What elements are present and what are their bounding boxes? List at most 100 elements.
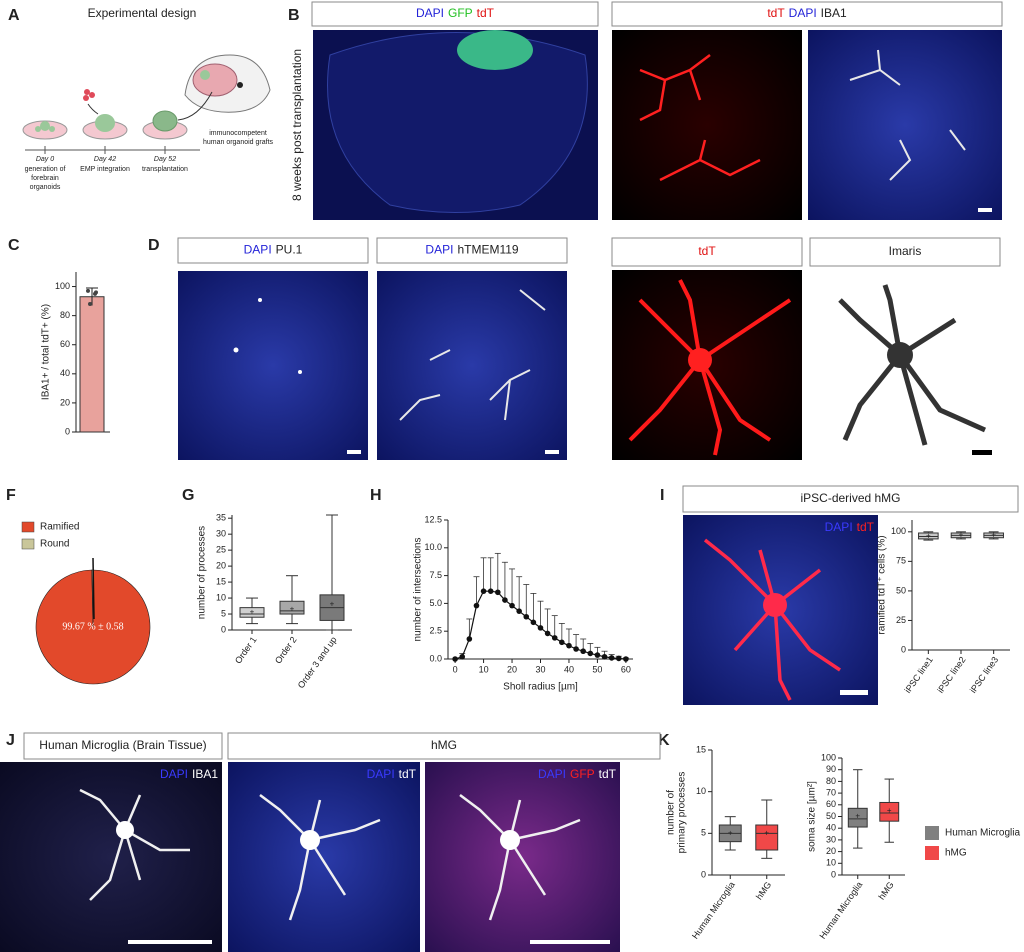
mean-marker: + <box>290 604 295 613</box>
y-tick-label: 7.5 <box>429 570 442 580</box>
header: DAPI IBA1 <box>160 767 218 781</box>
y-tick-label: 80 <box>826 776 836 786</box>
legend-label: Ramified <box>40 522 79 533</box>
y-tick-label: 100 <box>891 526 906 536</box>
panel-label: G <box>182 487 194 504</box>
step-text: EMP integration <box>80 166 130 173</box>
x-tick-label: Human Microglia <box>817 880 864 941</box>
header-box <box>809 237 1001 267</box>
data-point <box>537 625 544 631</box>
data-point <box>587 650 594 657</box>
y-tick-label: 100 <box>55 281 70 291</box>
y-tick-label: 50 <box>826 811 836 821</box>
box <box>847 807 868 828</box>
header-part: Imaris <box>889 244 922 258</box>
x-tick-label: 0 <box>453 664 458 674</box>
x-tick-label: iPSC line1 <box>903 655 935 695</box>
header-part: Human Microglia (Brain Tissue) <box>39 738 206 752</box>
x-tick-label: 50 <box>592 664 602 674</box>
bar <box>79 296 105 433</box>
data-point <box>459 653 466 660</box>
y-tick-label: 2.5 <box>429 626 442 636</box>
data-point <box>473 602 480 609</box>
mean-marker: + <box>959 530 964 539</box>
y-axis-label: primary processes <box>677 772 688 854</box>
panel-label: F <box>6 487 16 504</box>
header-part: DAPI <box>789 6 817 20</box>
header: DAPI hTMEM119 <box>425 243 518 257</box>
y-tick-label: 80 <box>60 310 70 320</box>
legend-swatch <box>925 826 939 840</box>
header-part: DAPI <box>160 767 188 781</box>
panel-label: I <box>660 487 664 504</box>
x-tick-label: hMG <box>876 880 895 902</box>
header-part: tdT <box>599 767 617 781</box>
step-day: Day 52 <box>154 156 176 163</box>
x-tick-label: hMG <box>754 880 773 902</box>
y-tick-label: 100 <box>821 752 836 762</box>
data-point <box>594 652 601 658</box>
header-box <box>611 1 1003 27</box>
data-point <box>566 642 572 649</box>
y-axis-label: number of <box>666 790 677 835</box>
box <box>239 607 265 618</box>
header: tdT <box>698 244 716 258</box>
step-text: transplantation <box>142 166 188 173</box>
x-tick-label: Order 2 <box>273 635 299 666</box>
header-part: GFP <box>570 767 595 781</box>
header-part: PU.1 <box>276 243 303 257</box>
y-tick-label: 90 <box>826 764 836 774</box>
data-point <box>601 653 608 660</box>
y-tick-label: 5 <box>221 608 226 618</box>
y-axis-label: soma size [µm²] <box>807 781 818 852</box>
data-point <box>502 597 508 603</box>
header-box <box>682 485 1019 513</box>
mean-marker: + <box>887 806 892 815</box>
panel-label: D <box>148 237 160 254</box>
step-text: forebrain <box>31 175 59 182</box>
header-part: DAPI <box>244 243 272 257</box>
legend-swatch <box>21 521 35 533</box>
y-tick-label: 10 <box>826 858 836 868</box>
y-tick-label: 40 <box>826 823 836 833</box>
data-point <box>94 290 98 295</box>
header-box <box>611 237 803 267</box>
x-tick-label: 30 <box>535 664 545 674</box>
y-tick-label: 60 <box>826 799 836 809</box>
y-tick-label: 20 <box>826 846 836 856</box>
legend-label: hMG <box>945 848 967 859</box>
header-part: tdT <box>857 520 875 534</box>
y-tick-label: 70 <box>826 787 836 797</box>
graft-text: immunocompetent <box>209 130 267 137</box>
header-part: DAPI <box>416 6 444 20</box>
legend-swatch <box>925 846 939 860</box>
x-tick-label: Human Microglia <box>690 880 737 941</box>
x-tick-label: iPSC line3 <box>968 655 1000 695</box>
y-tick-label: 0 <box>221 624 226 634</box>
x-tick-label: 60 <box>621 664 631 674</box>
header-part: DAPI <box>425 243 453 257</box>
header-part: tdT <box>399 767 417 781</box>
header-box <box>227 732 661 760</box>
header-box <box>311 1 599 27</box>
header-part: tdT <box>477 6 495 20</box>
header-box <box>23 732 223 760</box>
header: Human Microglia (Brain Tissue) <box>39 738 206 752</box>
header-part: GFP <box>448 6 473 20</box>
mean-marker: + <box>250 608 255 617</box>
data-point <box>487 588 494 594</box>
mean-marker: + <box>330 600 335 609</box>
box <box>918 532 939 540</box>
data-point <box>452 656 458 662</box>
header-part: IBA1 <box>821 6 847 20</box>
micrograph <box>0 30 1002 952</box>
header: tdT DAPI IBA1 <box>767 6 847 20</box>
data-point <box>480 588 487 594</box>
y-tick-label: 25 <box>216 545 226 555</box>
data-point <box>580 648 586 655</box>
header-part: hTMEM119 <box>457 243 518 257</box>
y-tick-label: 10.0 <box>424 542 442 552</box>
legend-label: Round <box>40 539 69 550</box>
